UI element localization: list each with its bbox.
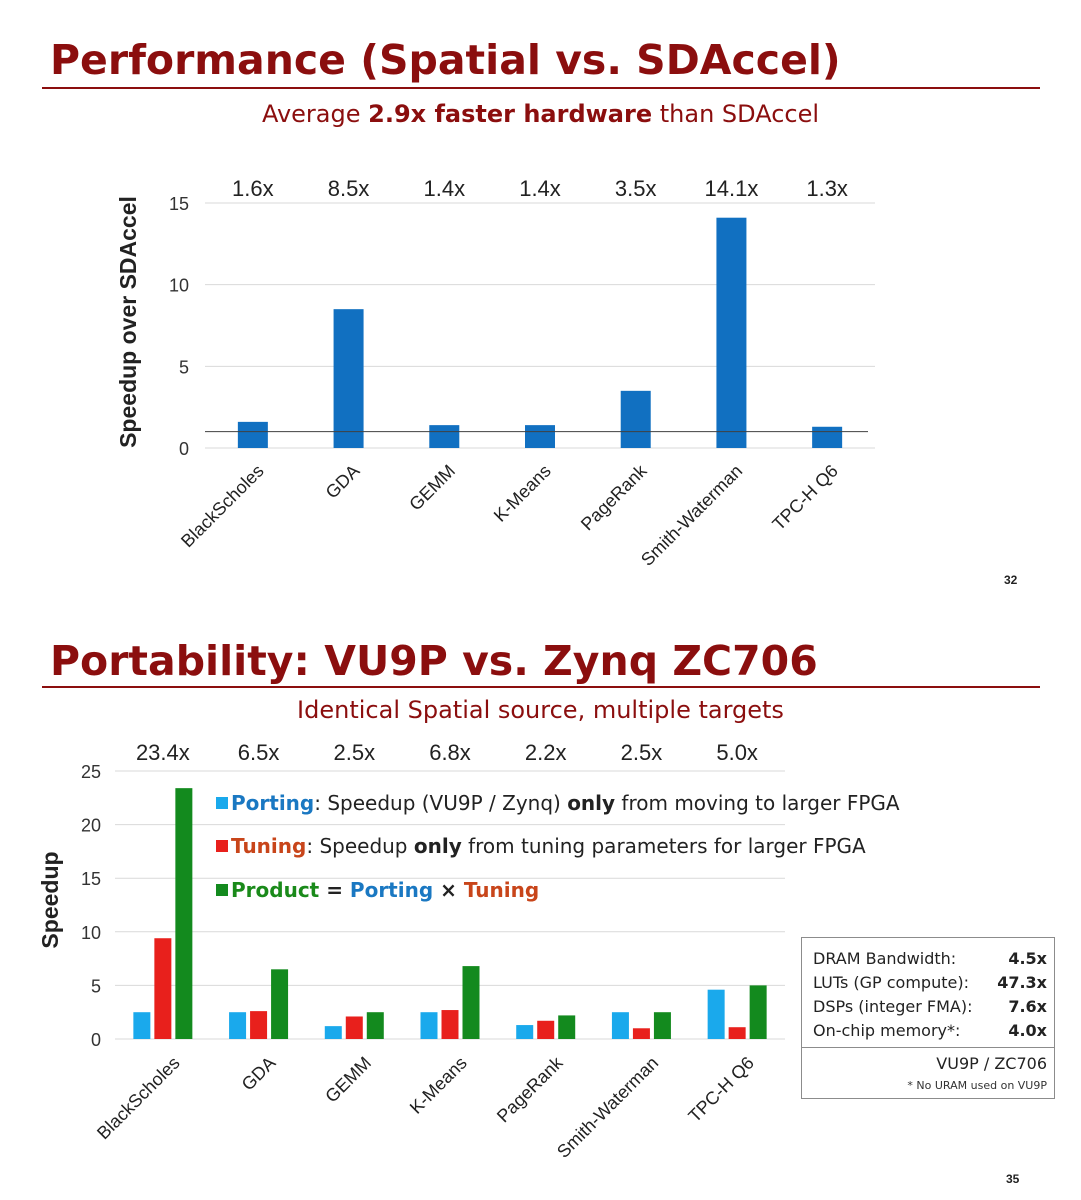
- value-label-blackscholes: 23.4x: [136, 740, 190, 765]
- ratio-row-onchip: On-chip memory*: 4.0x: [813, 1021, 1047, 1040]
- bar-porting-gemm: [324, 1026, 342, 1039]
- legend-porting: Porting: Speedup (VU9P / Zynq) only from…: [216, 791, 900, 815]
- value-label-blackscholes: 1.6x: [232, 176, 274, 201]
- category-label-pagerank: PageRank: [493, 1052, 567, 1126]
- infobox-divider: [802, 1047, 1054, 1048]
- bar-tuning-blackscholes: [154, 938, 172, 1039]
- bar-porting-gda: [229, 1012, 247, 1039]
- bar-tuning-gda: [250, 1011, 268, 1039]
- bar-pagerank: [620, 390, 651, 448]
- value-label-pagerank: 3.5x: [615, 176, 657, 201]
- porting-swatch: [216, 797, 228, 809]
- bar-k-means: [525, 425, 555, 448]
- bar-product-gemm: [366, 1012, 384, 1039]
- bar-product-tpc-h-q6: [749, 985, 767, 1039]
- bar-gda: [333, 309, 364, 448]
- bar-porting-blackscholes: [133, 1012, 151, 1039]
- bar-tuning-smith-waterman: [632, 1028, 650, 1039]
- slide2-page-number: 35: [1006, 1172, 1020, 1186]
- fpga-resource-ratio-box: DRAM Bandwidth: 4.5x LUTs (GP compute): 47…: [801, 937, 1055, 1099]
- slide1-subtitle: Average 2.9x faster hardware than SDAcce…: [261, 100, 820, 128]
- bar-product-pagerank: [558, 1015, 576, 1039]
- bar-product-smith-waterman: [653, 1012, 671, 1039]
- y-axis-title: Speedup: [37, 851, 63, 948]
- category-label-gemm: GEMM: [405, 461, 459, 515]
- bar-tuning-gemm: [345, 1016, 363, 1039]
- slide2-subtitle: Identical Spatial source, multiple targe…: [297, 696, 784, 724]
- tuning-swatch: [216, 840, 228, 852]
- bar-product-k-means: [462, 966, 480, 1039]
- value-label-gda: 6.5x: [238, 740, 280, 765]
- y-axis-title: Speedup over SDAccel: [115, 196, 141, 448]
- y-tick-label: 5: [179, 357, 189, 377]
- y-tick-label: 20: [81, 816, 101, 836]
- value-label-smith-waterman: 2.5x: [621, 740, 663, 765]
- y-tick-label: 5: [91, 976, 101, 996]
- category-label-blackscholes: BlackScholes: [177, 461, 268, 552]
- bar-porting-smith-waterman: [611, 1012, 629, 1039]
- bar-smith-waterman: [716, 217, 747, 448]
- legend-tuning: Tuning: Speedup only from tuning paramet…: [216, 834, 866, 858]
- bar-tpc-h-q6: [812, 426, 843, 448]
- bar-porting-pagerank: [516, 1025, 534, 1039]
- y-tick-label: 10: [169, 276, 189, 296]
- value-label-pagerank: 2.2x: [525, 740, 567, 765]
- value-label-gda: 8.5x: [328, 176, 370, 201]
- bar-tuning-pagerank: [537, 1020, 555, 1039]
- category-label-k-means: K-Means: [406, 1053, 471, 1118]
- value-label-k-means: 6.8x: [429, 740, 471, 765]
- uram-footnote: * No URAM used on VU9P: [907, 1079, 1047, 1092]
- bar-blackscholes: [237, 421, 268, 448]
- y-tick-label: 15: [169, 194, 189, 214]
- ratio-caption: VU9P / ZC706: [936, 1054, 1047, 1073]
- category-label-gda: GDA: [322, 461, 364, 503]
- ratio-row-dram: DRAM Bandwidth: 4.5x: [813, 949, 1047, 968]
- slide1-page-number: 32: [1004, 573, 1018, 587]
- category-label-gemm: GEMM: [321, 1053, 375, 1107]
- slide1-title: Performance (Spatial vs. SDAccel): [50, 36, 841, 84]
- category-label-pagerank: PageRank: [577, 460, 651, 534]
- category-label-blackscholes: BlackScholes: [93, 1053, 184, 1144]
- bar-porting-k-means: [420, 1012, 438, 1039]
- slide2-title: Portability: VU9P vs. Zynq ZC706: [50, 637, 818, 685]
- y-tick-label: 10: [81, 923, 101, 943]
- category-label-smith-waterman: Smith-Waterman: [637, 461, 746, 570]
- bar-gemm: [429, 425, 460, 448]
- category-label-gda: GDA: [238, 1053, 280, 1095]
- category-label-tpc-h-q6: TPC-H Q6: [684, 1053, 758, 1127]
- value-label-smith-waterman: 14.1x: [705, 176, 759, 201]
- slide2-title-rule: [42, 686, 1040, 688]
- bar-product-gda: [271, 969, 289, 1039]
- category-label-tpc-h-q6: TPC-H Q6: [768, 461, 842, 535]
- bar-tuning-k-means: [441, 1010, 459, 1039]
- product-swatch: [216, 884, 228, 896]
- value-label-tpc-h-q6: 1.3x: [806, 176, 848, 201]
- y-tick-label: 15: [81, 869, 101, 889]
- bar-tuning-tpc-h-q6: [728, 1027, 746, 1039]
- category-label-k-means: K-Means: [490, 461, 555, 526]
- legend-product: Product = Porting × Tuning: [216, 878, 539, 902]
- portability-speedup-chart: 0 5 10 15 20 25 23.4x BlackScholes 6.5x GDA 2.5x GE…: [37, 740, 785, 1162]
- ratio-row-luts: LUTs (GP compute): 47.3x: [813, 973, 1047, 992]
- ratio-row-dsps: DSPs (integer FMA): 7.6x: [813, 997, 1047, 1016]
- y-tick-label: 25: [81, 762, 101, 782]
- category-label-smith-waterman: Smith-Waterman: [553, 1053, 662, 1162]
- speedup-over-sdaccel-chart: 0 5 10 15 1.6x BlackScholes 8.5x GDA 1.4x GEMM 1.4…: [115, 176, 875, 570]
- value-label-gemm: 2.5x: [333, 740, 375, 765]
- y-tick-label: 0: [179, 439, 189, 459]
- y-tick-label: 0: [91, 1030, 101, 1050]
- value-label-tpc-h-q6: 5.0x: [716, 740, 758, 765]
- bar-porting-tpc-h-q6: [707, 989, 725, 1039]
- value-label-gemm: 1.4x: [423, 176, 465, 201]
- value-label-k-means: 1.4x: [519, 176, 561, 201]
- slide1-title-rule: [42, 87, 1040, 89]
- bar-product-blackscholes: [175, 788, 193, 1039]
